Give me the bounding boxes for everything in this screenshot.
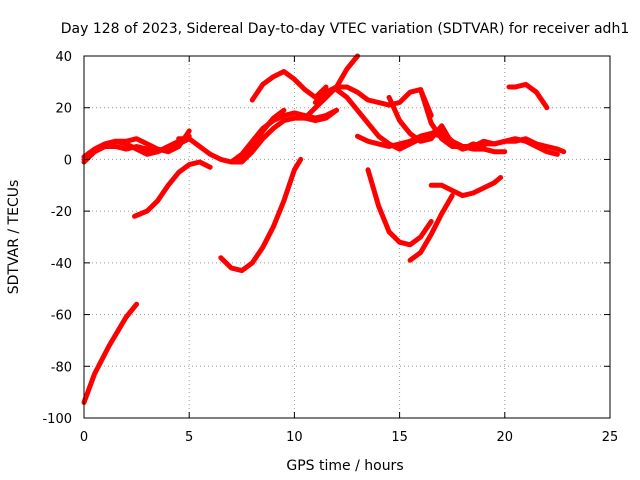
x-axis-label: GPS time / hours — [286, 458, 403, 474]
y-tick-label: -100 — [42, 412, 72, 427]
plot-frame — [83, 55, 611, 419]
y-tick-label: 40 — [55, 50, 72, 65]
y-tick-label: -20 — [51, 205, 72, 220]
y-tick-label: 20 — [55, 102, 72, 117]
chart-title: Day 128 of 2023, Sidereal Day-to-day VTE… — [61, 21, 629, 37]
grid — [84, 56, 610, 418]
x-tick-label: 15 — [391, 430, 408, 445]
series-line-s4 — [81, 136, 192, 162]
x-tick-label: 0 — [80, 430, 88, 445]
series-line-s17 — [407, 193, 455, 263]
series-line-s7 — [228, 107, 339, 165]
series-line-s1 — [81, 301, 140, 405]
series-group — [81, 53, 567, 405]
series-line-s5 — [132, 159, 213, 219]
axis-ticks: 0 5 10 15 20 25 -100 -80 -60 -40 -20 0 20 40 — [42, 50, 618, 445]
series-line-s18 — [428, 175, 504, 199]
x-tick-label: 5 — [185, 430, 193, 445]
y-tick-label: -60 — [51, 309, 72, 324]
series-line-s20 — [418, 128, 560, 157]
y-tick-label: 0 — [64, 153, 72, 168]
x-tick-label: 25 — [602, 430, 619, 445]
x-tick-label: 10 — [286, 430, 303, 445]
series-line-s9 — [218, 156, 304, 274]
y-axis-label: SDTVAR / TECUs — [6, 180, 22, 295]
series-line-s16 — [365, 167, 434, 248]
y-tick-label: -40 — [51, 257, 72, 272]
y-tick-label: -80 — [51, 360, 72, 375]
series-line-s8 — [239, 107, 287, 162]
series-line-s10 — [249, 69, 329, 103]
x-tick-label: 20 — [497, 430, 514, 445]
series-line-s21 — [506, 81, 550, 111]
